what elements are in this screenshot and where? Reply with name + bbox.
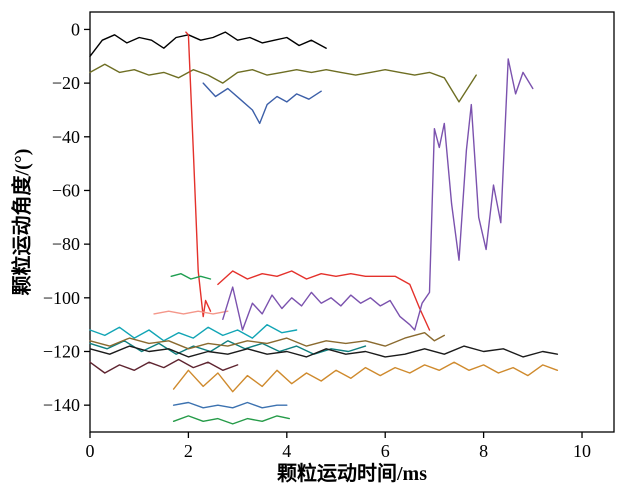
y-tick-label: −40	[52, 127, 80, 147]
y-tick-label: −100	[43, 288, 80, 308]
y-tick-label: −140	[43, 395, 80, 415]
series-blue-low	[172, 401, 288, 409]
y-tick-label: −120	[43, 341, 80, 361]
y-axis-label: 颗粒运动角度/(°)	[11, 148, 34, 296]
x-tick-label: 8	[479, 441, 488, 461]
y-tick-label: −80	[52, 234, 80, 254]
series-green-low	[172, 415, 290, 425]
y-tick-label: 0	[71, 19, 80, 39]
x-tick-label: 0	[86, 441, 95, 461]
series-black-top	[89, 31, 327, 57]
x-tick-label: 6	[381, 441, 390, 461]
y-tick-label: −20	[52, 73, 80, 93]
y-tick-label: −60	[52, 180, 80, 200]
series-pink-flat	[153, 310, 229, 315]
series-teal	[89, 340, 367, 355]
x-tick-label: 10	[573, 441, 591, 461]
series-red-upper	[217, 270, 431, 331]
series-green-upper	[170, 273, 212, 280]
series-red-spike	[185, 31, 212, 318]
series-purple	[222, 58, 534, 331]
series-brown	[89, 332, 445, 350]
x-tick-label: 4	[282, 441, 291, 461]
series-maroon	[89, 358, 239, 374]
series-cyan	[89, 324, 298, 342]
series-blue-upper	[202, 82, 322, 125]
series-olive	[89, 63, 477, 103]
plot-frame	[89, 11, 615, 433]
series-orange	[172, 361, 559, 393]
x-tick-label: 2	[184, 441, 193, 461]
x-axis-label: 颗粒运动时间/ms	[277, 463, 427, 485]
series-black-low	[89, 345, 559, 358]
